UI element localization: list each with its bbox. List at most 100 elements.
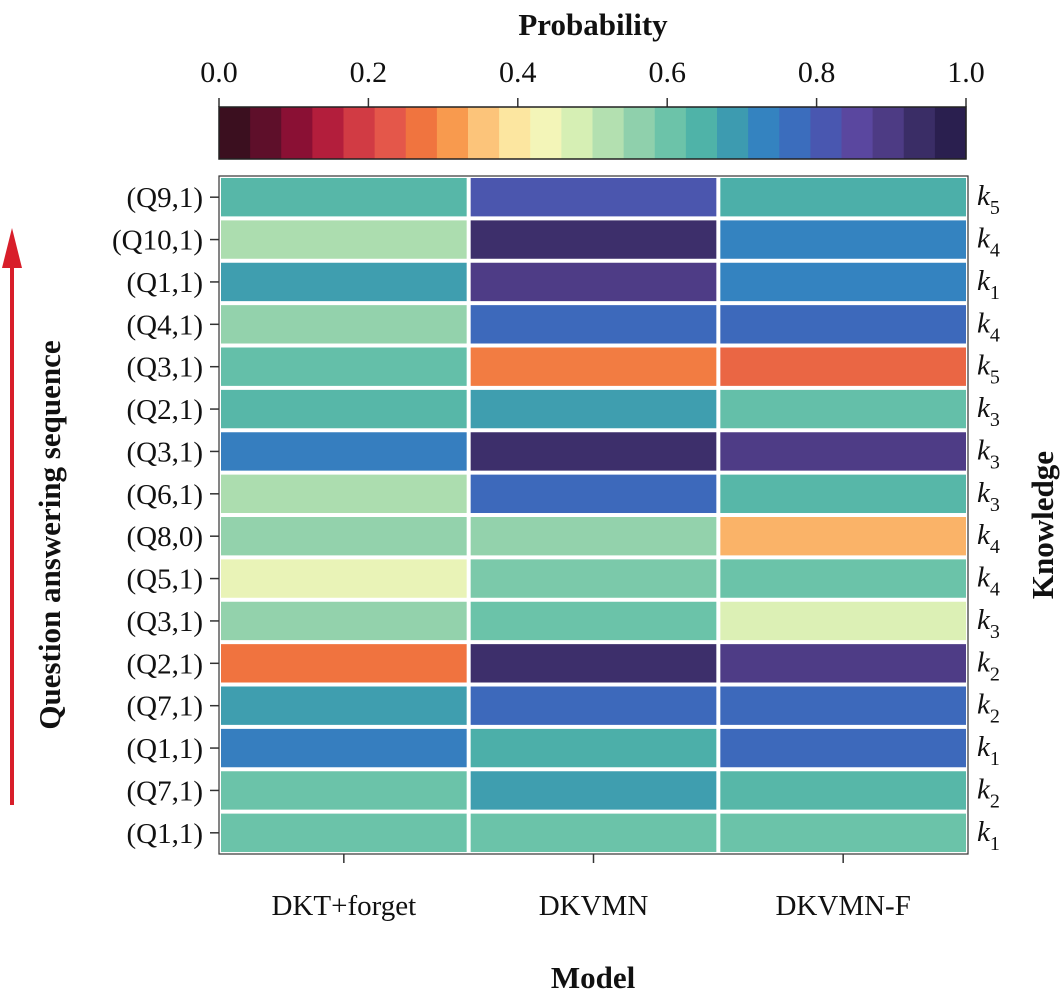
colorbar-segment bbox=[561, 107, 594, 159]
colorbar-tick-label: 0.4 bbox=[499, 56, 537, 89]
heatmap-cell bbox=[221, 305, 467, 344]
heatmap-cell bbox=[470, 559, 717, 598]
row-label: (Q7,1) bbox=[126, 691, 203, 723]
colorbar-border bbox=[218, 106, 967, 160]
knowledge-label: k3 bbox=[977, 434, 1000, 473]
row-label: (Q5,1) bbox=[126, 564, 203, 596]
sequence-direction-arrow bbox=[2, 228, 22, 805]
arrow-head bbox=[2, 228, 22, 268]
heatmap-cell bbox=[470, 771, 717, 810]
colorbar-segment bbox=[654, 107, 687, 159]
colorbar-tick-label: 0.2 bbox=[350, 56, 388, 89]
heatmap-cell bbox=[221, 220, 467, 259]
row-label: (Q4,1) bbox=[126, 309, 203, 341]
heatmap-cell bbox=[221, 601, 467, 641]
heatmap-cell bbox=[720, 728, 966, 768]
heatmap-cell bbox=[221, 347, 467, 386]
knowledge-label: k2 bbox=[977, 646, 1000, 685]
knowledge-label: k3 bbox=[977, 604, 1000, 643]
colorbar-segment bbox=[250, 107, 282, 159]
heatmap-cell bbox=[720, 686, 966, 725]
colorbar-segment bbox=[312, 107, 345, 159]
colorbar-segment bbox=[499, 107, 531, 159]
colorbar-segment bbox=[934, 107, 967, 159]
heatmap-cell bbox=[720, 601, 966, 641]
colorbar-segment bbox=[717, 107, 749, 159]
heatmap-cell bbox=[720, 178, 966, 217]
colorbar-segment bbox=[592, 107, 625, 159]
heatmap-cell bbox=[470, 474, 717, 514]
row-label: (Q3,1) bbox=[126, 352, 203, 384]
colorbar-segment bbox=[468, 107, 500, 159]
heatmap-cell bbox=[221, 178, 467, 217]
heatmap-cell bbox=[720, 389, 966, 429]
knowledge-label: k4 bbox=[977, 519, 1000, 558]
right-axis-label: Knowledge bbox=[1025, 451, 1060, 599]
row-label: (Q9,1) bbox=[126, 182, 203, 214]
heatmap-cell bbox=[221, 771, 467, 810]
knowledge-label: k4 bbox=[977, 223, 1000, 262]
heatmap-cell bbox=[470, 813, 717, 853]
heatmap-cell bbox=[221, 517, 467, 556]
column-label: DKVMN-F bbox=[775, 890, 910, 922]
colorbar-tick-label: 0.0 bbox=[200, 56, 238, 89]
colorbar-tick-label: 0.8 bbox=[798, 56, 836, 89]
colorbar-segment bbox=[436, 107, 469, 159]
heatmap-cell bbox=[221, 644, 467, 683]
heatmap-cell bbox=[221, 474, 467, 514]
column-label: DKT+forget bbox=[271, 890, 416, 922]
heatmap-cell bbox=[470, 601, 717, 641]
column-label: DKVMN bbox=[539, 890, 649, 922]
row-label: (Q2,1) bbox=[126, 394, 203, 426]
colorbar-segment bbox=[779, 107, 811, 159]
heatmap-cell bbox=[470, 686, 717, 725]
heatmap-cell bbox=[720, 474, 966, 514]
heatmap-cell bbox=[720, 262, 966, 302]
heatmap-cell bbox=[470, 728, 717, 768]
knowledge-label: k4 bbox=[977, 307, 1000, 346]
heatmap-cell bbox=[221, 262, 467, 302]
heatmap-cell bbox=[470, 389, 717, 429]
colorbar-segment bbox=[405, 107, 438, 159]
heatmap-cell bbox=[720, 644, 966, 683]
heatmap-cell bbox=[720, 305, 966, 344]
colorbar-segment bbox=[343, 107, 376, 159]
heatmap-cell bbox=[720, 771, 966, 810]
knowledge-label: k3 bbox=[977, 477, 1000, 516]
colorbar-segment bbox=[748, 107, 780, 159]
heatmap-cell bbox=[720, 813, 966, 853]
colorbar-segment bbox=[903, 107, 936, 159]
y-tick-labels: (Q9,1) (Q10,1) (Q1,1) (Q4,1) (Q3,1) (Q2,1) (Q3… bbox=[112, 182, 219, 850]
heatmap-cell bbox=[470, 262, 717, 302]
colorbar-segment bbox=[374, 107, 407, 159]
knowledge-label: k5 bbox=[977, 350, 1000, 389]
colorbar-title: Probability bbox=[518, 7, 668, 42]
x-axis-label: Model bbox=[551, 960, 636, 995]
heatmap-cell bbox=[720, 559, 966, 598]
heatmap-cell bbox=[470, 305, 717, 344]
colorbar-segment bbox=[530, 107, 562, 159]
colorbar-ticks: 0.0 0.2 0.4 0.6 0.8 1.0 bbox=[200, 56, 985, 107]
colorbar-segment bbox=[219, 107, 251, 159]
row-label: (Q10,1) bbox=[112, 225, 203, 257]
colorbar-segment bbox=[685, 107, 718, 159]
knowledge-label: k1 bbox=[977, 816, 1000, 855]
heatmap-cell bbox=[720, 432, 966, 471]
colorbar-segment bbox=[623, 107, 656, 159]
heatmap-cell bbox=[221, 728, 467, 768]
heatmap-cell bbox=[720, 517, 966, 556]
row-label: (Q1,1) bbox=[126, 818, 203, 850]
heatmap-cell bbox=[221, 432, 467, 471]
row-label: (Q3,1) bbox=[126, 436, 203, 468]
heatmap-cell bbox=[470, 347, 717, 386]
knowledge-label: k2 bbox=[977, 689, 1000, 728]
heatmap-cell bbox=[470, 517, 717, 556]
knowledge-label: k2 bbox=[977, 773, 1000, 812]
heatmap-cell bbox=[221, 813, 467, 853]
heatmap-cell bbox=[720, 220, 966, 259]
colorbar-segment bbox=[872, 107, 905, 159]
heatmap-cell bbox=[470, 432, 717, 471]
row-label: (Q1,1) bbox=[126, 267, 203, 299]
heatmap-cells bbox=[218, 175, 969, 855]
